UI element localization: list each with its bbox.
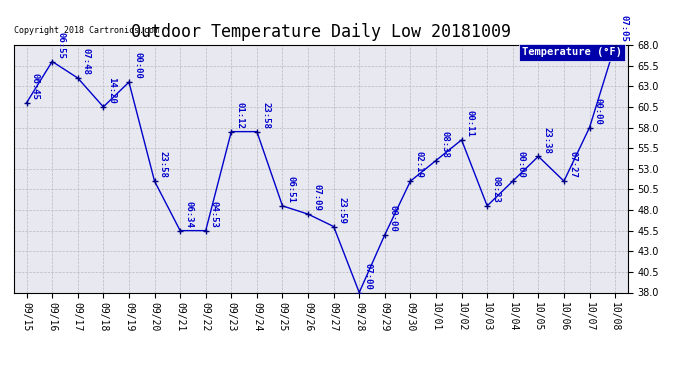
Text: 00:00: 00:00 [133, 53, 142, 80]
Text: 23:59: 23:59 [338, 197, 347, 224]
Text: 01:12: 01:12 [235, 102, 244, 129]
Text: 06:51: 06:51 [286, 176, 295, 203]
Text: 06:55: 06:55 [57, 32, 66, 59]
Text: 06:34: 06:34 [184, 201, 193, 228]
Text: 08:23: 08:23 [491, 176, 500, 203]
Text: 06:45: 06:45 [31, 73, 40, 100]
Text: 00:00: 00:00 [593, 98, 602, 125]
Text: 07:27: 07:27 [568, 152, 577, 178]
Text: 00:00: 00:00 [517, 152, 526, 178]
Title: Outdoor Temperature Daily Low 20181009: Outdoor Temperature Daily Low 20181009 [131, 22, 511, 40]
Text: 23:58: 23:58 [261, 102, 270, 129]
Text: Copyright 2018 Cartronics.com: Copyright 2018 Cartronics.com [14, 26, 159, 35]
Text: 04:53: 04:53 [210, 201, 219, 228]
Text: 00:00: 00:00 [389, 205, 398, 232]
Text: 00:11: 00:11 [466, 110, 475, 137]
Text: 02:19: 02:19 [415, 152, 424, 178]
Text: 07:09: 07:09 [312, 184, 322, 211]
Text: 07:05: 07:05 [619, 15, 629, 42]
Text: 23:58: 23:58 [159, 152, 168, 178]
Text: 23:38: 23:38 [542, 127, 551, 154]
Text: 07:00: 07:00 [364, 263, 373, 290]
Text: 14:20: 14:20 [108, 77, 117, 104]
Text: 07:48: 07:48 [82, 48, 91, 75]
Text: 08:38: 08:38 [440, 131, 449, 158]
Text: Temperature (°F): Temperature (°F) [522, 48, 622, 57]
